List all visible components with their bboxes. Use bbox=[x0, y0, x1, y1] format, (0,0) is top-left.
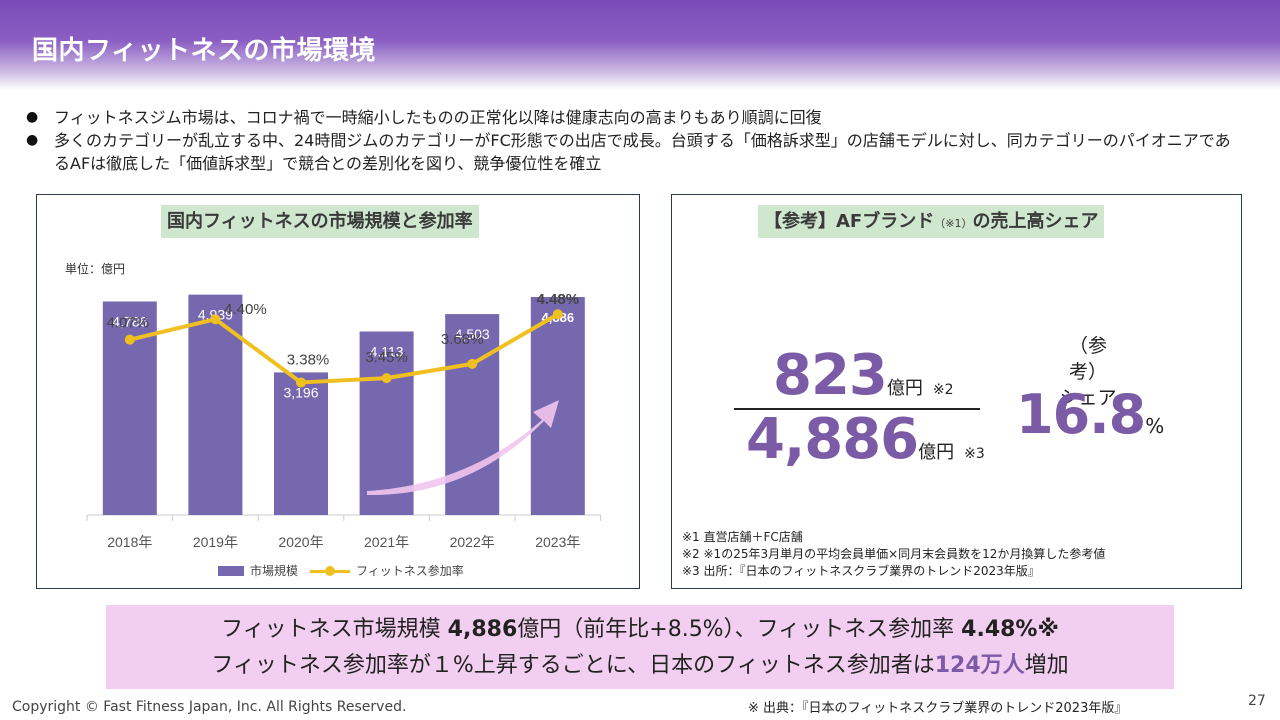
copyright: Copyright © Fast Fitness Japan, Inc. All… bbox=[12, 699, 407, 715]
line-point bbox=[381, 373, 392, 384]
bar-label: 4,113 bbox=[370, 343, 404, 359]
bar-label: 4,503 bbox=[455, 326, 490, 342]
share-panel-title: 【参考】AFブランド（※1）の売上高シェア bbox=[758, 205, 1105, 238]
legend-bar-swatch bbox=[218, 565, 244, 576]
bar bbox=[188, 294, 243, 515]
x-tick-label: 2021年 bbox=[364, 534, 409, 550]
participation-line bbox=[129, 312, 559, 385]
bar bbox=[359, 331, 414, 515]
page-number: 27 bbox=[1248, 693, 1266, 709]
legend-line-swatch bbox=[310, 565, 351, 577]
summary-callout: フィットネス市場規模 4,886億円（前年比+8.5%）、フィットネス参加率 4… bbox=[106, 605, 1174, 689]
bullet-item: フィットネスジム市場は、コロナ禍で一時縮小したものの正常化以降は健康志向の高まり… bbox=[26, 106, 1246, 129]
legend-bar-label: 市場規模 bbox=[250, 564, 299, 578]
share-title-part1: 【参考】AFブランド bbox=[764, 211, 935, 232]
footnote: ※3 出所：『日本のフィットネスクラブ業界のトレンド2023年版』 bbox=[682, 564, 1040, 578]
numerator-value: 823 bbox=[773, 343, 888, 408]
unit-label: 単位：億円 bbox=[65, 262, 126, 276]
participants-highlight: 124万人 bbox=[934, 653, 1025, 678]
chart-title: 国内フィットネスの市場規模と参加率 bbox=[161, 205, 479, 238]
bar bbox=[274, 372, 328, 515]
share-figure: 16.8% bbox=[1016, 383, 1164, 446]
callout-text: 増加 bbox=[1024, 653, 1069, 678]
denominator-note: ※3 bbox=[964, 446, 985, 462]
x-tick-label: 2023年 bbox=[535, 534, 580, 550]
market-chart: 4,7864,9393,1964,1134,5034,8864.07%4.40%… bbox=[86, 291, 602, 550]
page-title: 国内フィットネスの市場環境 bbox=[32, 36, 376, 66]
share-label: シェア bbox=[1059, 387, 1117, 409]
footnote: ※2 ※1の25年3月単月の平均会員単価×同月末会員数を12か月換算した参考値 bbox=[682, 547, 1106, 561]
header-banner: 国内フィットネスの市場環境 bbox=[0, 0, 1280, 90]
bullet-list: フィットネスジム市場は、コロナ禍で一時縮小したものの正常化以降は健康志向の高まり… bbox=[26, 106, 1246, 175]
footnote: ※1 直営店舗＋FC店舗 bbox=[682, 530, 803, 544]
callout-text: 億円（前年比+8.5%）、フィットネス参加率 bbox=[517, 617, 962, 642]
denominator: 4,886億円 ※3 bbox=[746, 407, 985, 472]
reference-share-label: （参考） シェア bbox=[1056, 333, 1120, 411]
x-tick-label: 2020年 bbox=[278, 534, 323, 550]
bar bbox=[445, 314, 500, 515]
numerator-note: ※2 bbox=[932, 382, 954, 398]
brand-share-panel: 【参考】AFブランド（※1）の売上高シェア 823億円 ※2 4,886億円 ※3 … bbox=[671, 194, 1242, 589]
numerator: 823億円 ※2 bbox=[773, 343, 954, 408]
numerator-unit: 億円 bbox=[886, 378, 923, 399]
share-title-note: （※1） bbox=[934, 217, 973, 230]
share-title-part2: の売上高シェア bbox=[972, 211, 1099, 232]
line-label: 4.40% bbox=[224, 301, 267, 318]
x-tick-label: 2018年 bbox=[107, 534, 152, 550]
chart-legend: 市場規模 フィットネス参加率 bbox=[218, 562, 464, 579]
fraction-divider bbox=[734, 408, 980, 410]
share-value: 16.8 bbox=[1016, 383, 1146, 446]
line-point bbox=[552, 309, 563, 320]
line-point bbox=[467, 358, 478, 369]
callout-line-2: フィットネス参加率が１%上昇するごとに、日本のフィットネス参加者は124万人増加 bbox=[106, 648, 1174, 684]
denominator-value: 4,886 bbox=[746, 407, 919, 472]
bar-label: 3,196 bbox=[283, 384, 318, 400]
line-point bbox=[124, 334, 135, 345]
line-label: 4.48% bbox=[537, 291, 580, 308]
market-size-highlight: 4,886 bbox=[447, 617, 518, 642]
x-tick-label: 2019年 bbox=[193, 534, 238, 550]
bar-label: 4,786 bbox=[112, 313, 147, 329]
callout-line-1: フィットネス市場規模 4,886億円（前年比+8.5%）、フィットネス参加率 4… bbox=[106, 605, 1174, 648]
denominator-unit: 億円 bbox=[918, 442, 955, 463]
bullet-item: 多くのカテゴリーが乱立する中、24時間ジムのカテゴリーがFC形態での出店で成長。… bbox=[26, 129, 1246, 175]
reference-label: （参考） bbox=[1068, 335, 1107, 383]
line-label: 3.68% bbox=[441, 331, 484, 348]
legend-line-label: フィットネス参加率 bbox=[356, 564, 464, 578]
callout-text: フィットネス市場規模 bbox=[221, 617, 448, 642]
source-note: ※ 出典：『日本のフィットネスクラブ業界のトレンド2023年版』 bbox=[748, 701, 1128, 716]
bar bbox=[530, 297, 585, 515]
line-label: 4.07% bbox=[107, 315, 150, 332]
line-label: 3.38% bbox=[287, 351, 330, 368]
line-point bbox=[296, 377, 306, 388]
growth-arrow bbox=[367, 400, 559, 496]
footnotes: ※1 直営店舗＋FC店舗 ※2 ※1の25年3月単月の平均会員単価×同月末会員数… bbox=[682, 529, 1105, 580]
participation-highlight: 4.48%※ bbox=[961, 617, 1059, 642]
line-label: 3.45% bbox=[365, 349, 408, 366]
line-point bbox=[210, 314, 221, 325]
market-size-panel: 国内フィットネスの市場規模と参加率 単位：億円 4,7864,9393,1964… bbox=[36, 194, 640, 589]
callout-text: フィットネス参加率が１%上昇するごとに、日本のフィットネス参加者は bbox=[211, 653, 935, 678]
share-unit: % bbox=[1145, 414, 1165, 438]
x-tick-label: 2022年 bbox=[450, 534, 495, 550]
